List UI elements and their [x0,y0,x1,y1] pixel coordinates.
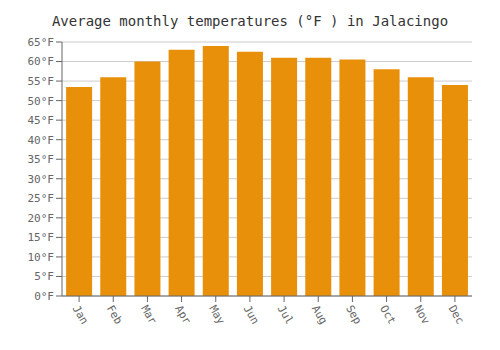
svg-text:Mar: Mar [138,303,159,327]
svg-text:Sep: Sep [343,303,364,327]
svg-text:Feb: Feb [104,303,125,327]
html-text:Average monthly temperatures (: Average monthly temperatures (°F ) in Ja… [51,13,449,29]
svg-text:30°F: 30°F [28,173,55,186]
svg-text:0°F: 0°F [34,290,54,303]
svg-text:Aug: Aug [309,303,330,327]
svg-text:Jul: Jul [275,303,296,327]
svg-text:Oct: Oct [377,303,398,327]
svg-text:Apr: Apr [172,303,193,327]
svg-text:15°F: 15°F [28,231,55,244]
svg-text:45°F: 45°F [28,114,55,127]
svg-text:50°F: 50°F [28,95,55,108]
svg-text:35°F: 35°F [28,153,55,166]
svg-text:Jan: Jan [70,303,91,327]
svg-text:5°F: 5°F [34,270,54,283]
svg-text:Dec: Dec [446,303,467,327]
svg-text:Jun: Jun [241,303,262,327]
svg-text:40°F: 40°F [28,134,55,147]
svg-text:10°F: 10°F [28,251,55,264]
svg-text:May: May [206,303,227,327]
svg-text:55°F: 55°F [28,75,55,88]
svg-text:20°F: 20°F [28,212,55,225]
svg-text:65°F: 65°F [28,36,55,49]
svg-text:60°F: 60°F [28,55,55,68]
svg-text:Nov: Nov [411,303,432,327]
svg-text:25°F: 25°F [28,192,55,205]
